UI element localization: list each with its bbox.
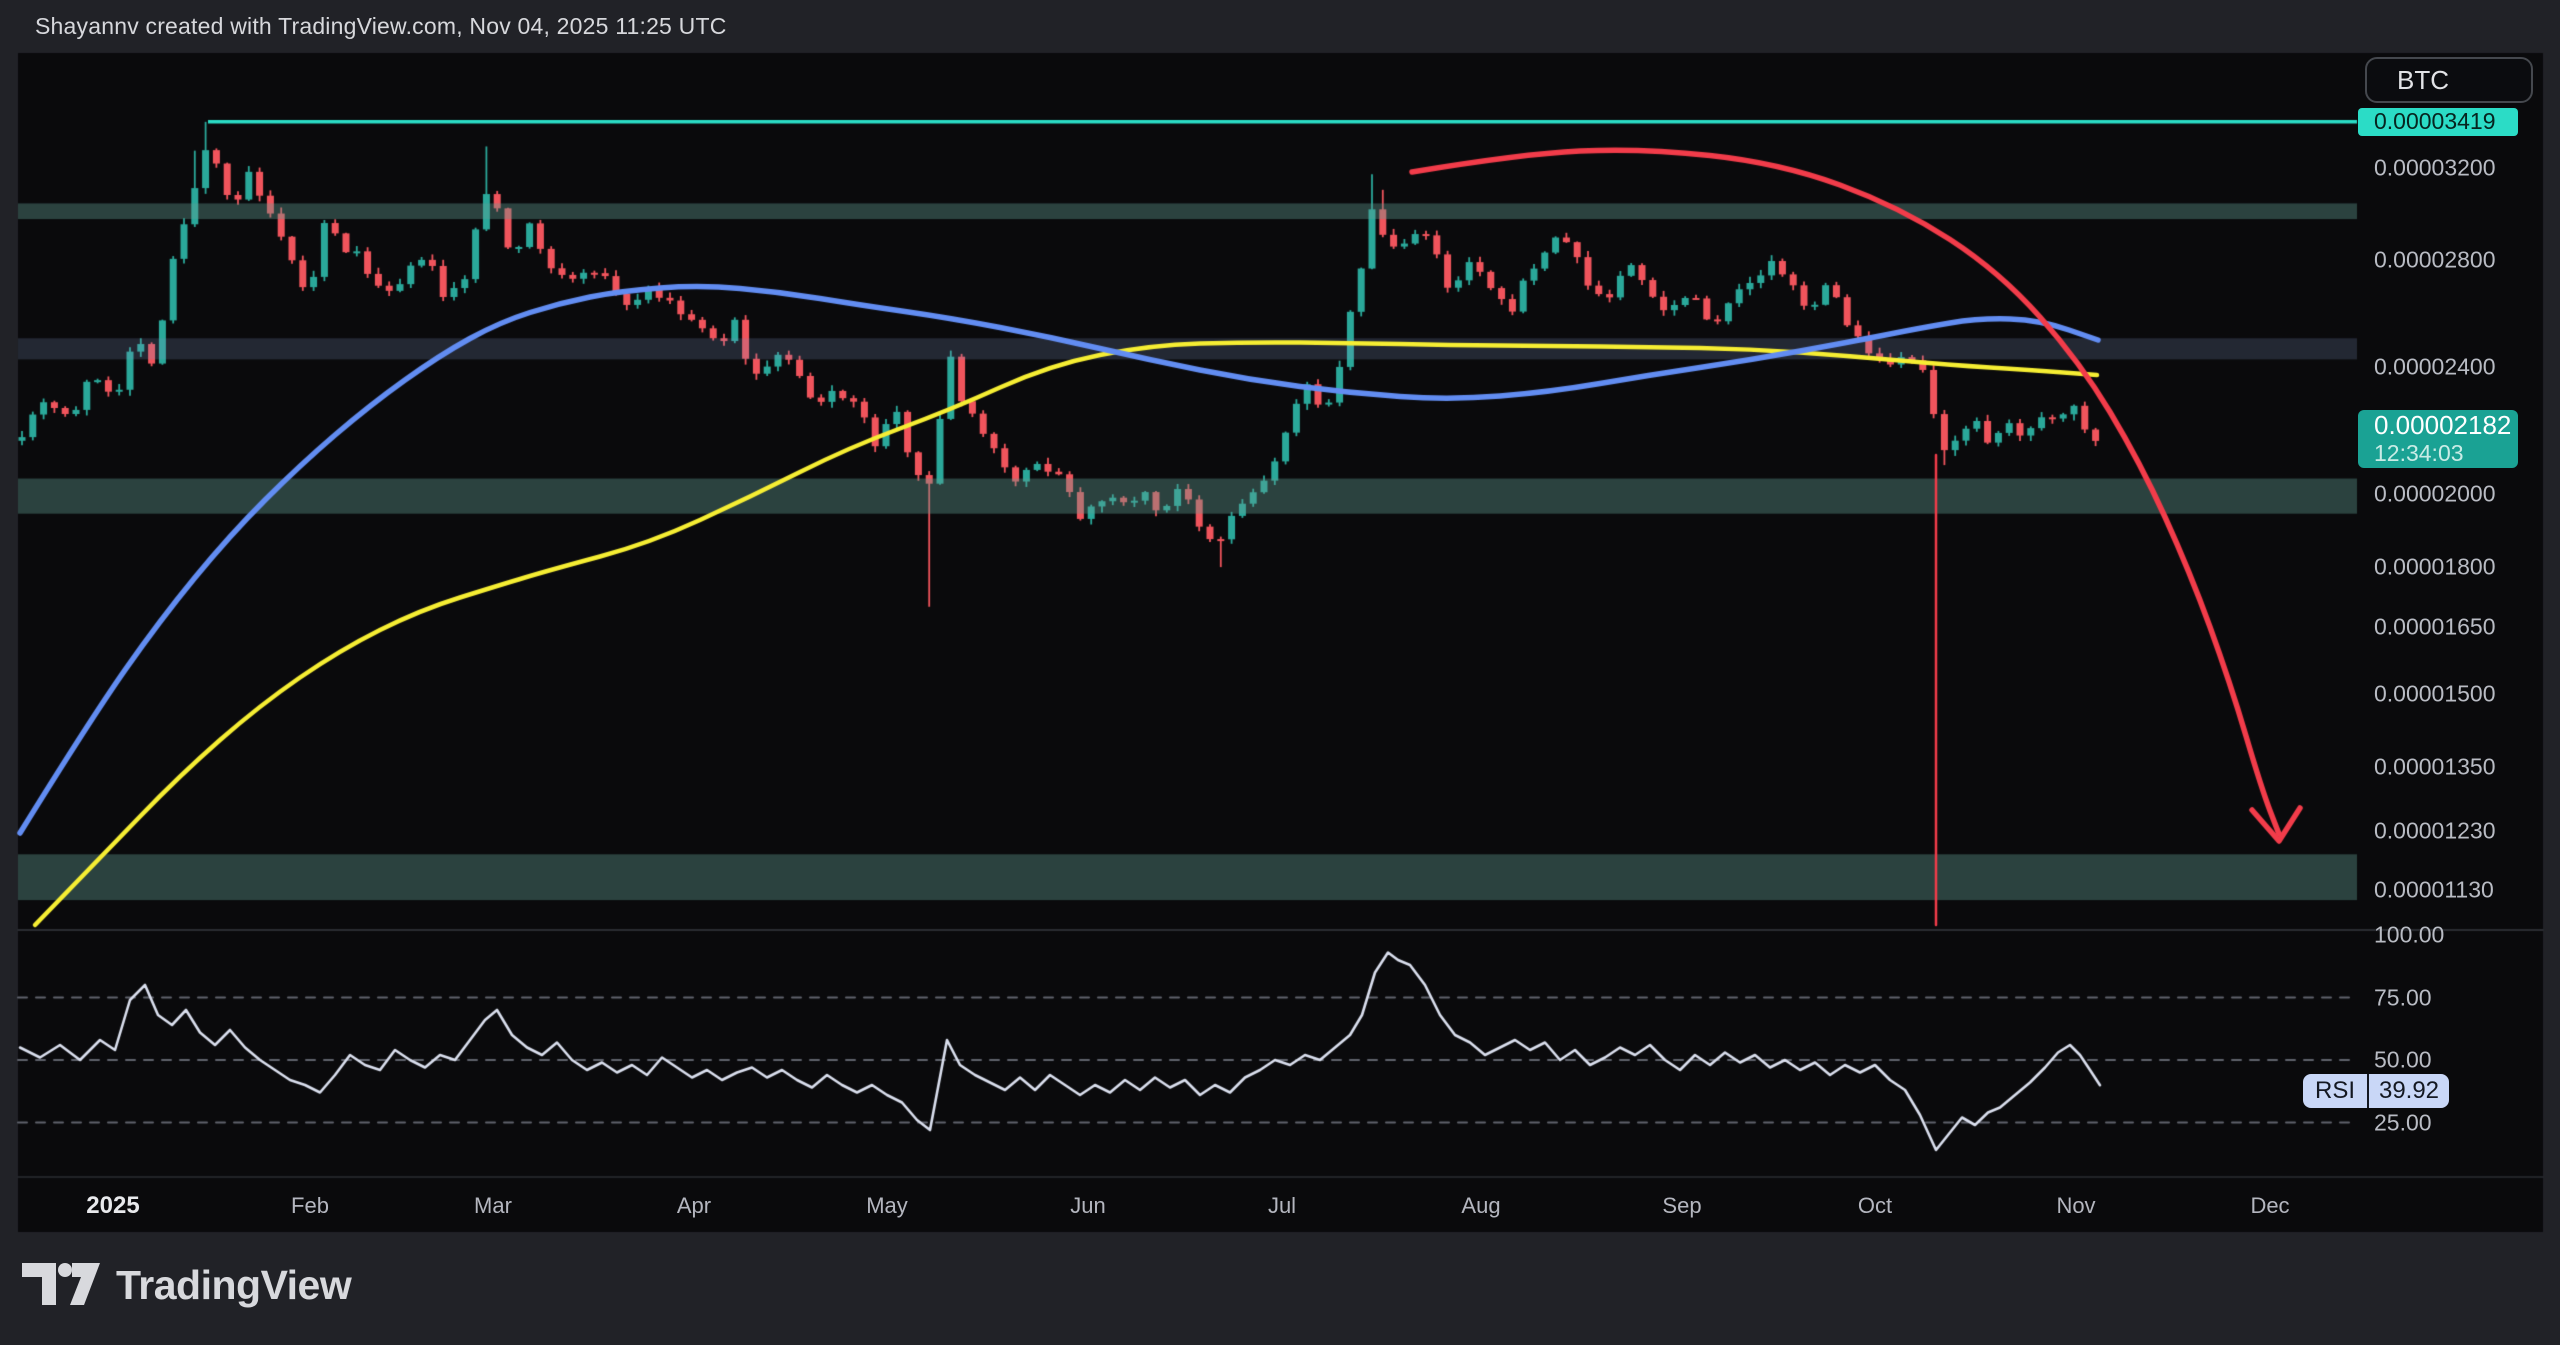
- time-axis-month-label: May: [866, 1193, 908, 1218]
- tradingview-logo[interactable]: TradingView: [22, 1262, 352, 1309]
- time-axis-year-label: 2025: [86, 1192, 140, 1219]
- rsi-axis-label: 100.00: [2374, 921, 2445, 948]
- price-axis-label: 0.00002000: [2374, 480, 2496, 507]
- quote-currency-label: BTC: [2397, 64, 2449, 95]
- resistance-price-value: 0.00003419: [2374, 108, 2496, 135]
- last-price-value: 0.00002182: [2374, 410, 2512, 441]
- price-axis-label: 0.00002800: [2374, 246, 2496, 273]
- rsi-axis-label: 25.00: [2374, 1109, 2432, 1135]
- price-axis-label: 0.00001650: [2374, 613, 2496, 640]
- rsi-indicator-value: 39.92: [2369, 1074, 2449, 1108]
- price-axis-label: 0.00001130: [2374, 876, 2494, 903]
- price-axis-label: 0.00001350: [2374, 753, 2496, 780]
- time-axis-month-label: Jul: [1267, 1193, 1297, 1218]
- rsi-axis-label: 75.00: [2374, 984, 2432, 1010]
- resistance-price-label: 0.00003419: [2358, 107, 2518, 136]
- price-axis-label: 0.00001230: [2374, 817, 2496, 844]
- tradingview-logo-text: TradingView: [116, 1262, 352, 1308]
- rsi-axis-label: 50.00: [2374, 1046, 2432, 1073]
- quote-currency-toggle[interactable]: BTC: [2365, 57, 2533, 103]
- price-axis-label: 0.00002400: [2374, 353, 2496, 380]
- time-axis-month-label: Aug: [1461, 1193, 1501, 1218]
- bar-countdown: 12:34:03: [2374, 440, 2464, 467]
- rsi-indicator-name: RSI: [2303, 1074, 2369, 1108]
- time-axis-month-label: Oct: [1857, 1193, 1893, 1218]
- time-axis-month-label: Jun: [1070, 1193, 1106, 1218]
- price-axis-label: 0.00003200: [2374, 154, 2496, 181]
- time-axis-month-label: Dec: [2250, 1193, 2290, 1218]
- tradingview-logo-icon: [22, 1262, 100, 1305]
- rsi-indicator-badge[interactable]: RSI 39.92: [2303, 1074, 2449, 1108]
- time-axis-month-label: Feb: [291, 1193, 329, 1218]
- time-axis-month-label: Sep: [1662, 1193, 1702, 1218]
- chart-attribution-title: Shayannv created with TradingView.com, N…: [35, 13, 727, 39]
- time-axis-month-label: Apr: [676, 1193, 712, 1218]
- price-axis-label: 0.00001500: [2374, 680, 2496, 707]
- time-axis-month-label: Mar: [474, 1193, 512, 1218]
- time-axis-month-label: Nov: [2056, 1193, 2096, 1218]
- price-axis-label: 0.00001800: [2374, 553, 2496, 580]
- last-price-label: 0.00002182 12:34:03: [2358, 409, 2518, 468]
